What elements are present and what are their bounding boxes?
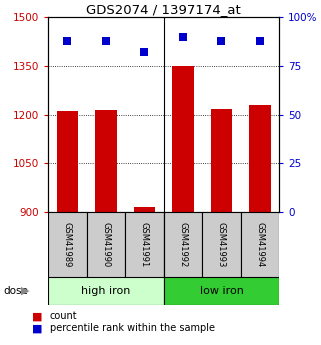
Title: GDS2074 / 1397174_at: GDS2074 / 1397174_at (86, 3, 241, 16)
Text: GSM41990: GSM41990 (101, 222, 110, 267)
Text: low iron: low iron (200, 286, 243, 296)
Text: GSM41992: GSM41992 (178, 222, 187, 267)
Text: ▶: ▶ (21, 286, 29, 296)
Text: GSM41989: GSM41989 (63, 222, 72, 267)
Bar (95, 110, 117, 212)
Bar (202, 212, 241, 277)
Bar (57, 111, 78, 212)
Point (180, 34, 186, 39)
Point (142, 50, 147, 55)
Bar (48, 277, 164, 305)
Text: GSM41991: GSM41991 (140, 222, 149, 267)
Text: ■: ■ (32, 312, 43, 322)
Bar (125, 212, 164, 277)
Bar (134, 207, 155, 212)
Bar (164, 212, 202, 277)
Point (219, 38, 224, 43)
Point (257, 38, 263, 43)
Point (65, 38, 70, 43)
Text: count: count (50, 312, 77, 322)
Text: percentile rank within the sample: percentile rank within the sample (50, 324, 215, 334)
Bar (241, 212, 279, 277)
Text: GSM41994: GSM41994 (256, 222, 265, 267)
Text: dose: dose (3, 286, 28, 296)
Bar (172, 66, 194, 212)
Text: ■: ■ (32, 324, 43, 334)
Bar (211, 109, 232, 212)
Bar (164, 277, 279, 305)
Point (103, 38, 108, 43)
Text: high iron: high iron (81, 286, 131, 296)
Bar (249, 105, 271, 212)
Bar (48, 212, 87, 277)
Bar (87, 212, 125, 277)
Text: GSM41993: GSM41993 (217, 222, 226, 267)
